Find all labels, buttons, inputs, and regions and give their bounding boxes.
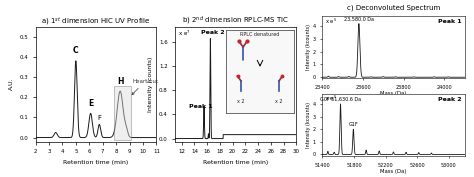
Text: G0F 51,630.6 Da: G0F 51,630.6 Da — [320, 97, 361, 102]
Title: b) 2$^{nd}$ dimension RPLC-MS TIC: b) 2$^{nd}$ dimension RPLC-MS TIC — [182, 14, 289, 27]
Bar — [114, 86, 131, 140]
X-axis label: Retention time (min): Retention time (min) — [203, 160, 268, 165]
Text: E: E — [88, 99, 93, 108]
Text: Peak 1: Peak 1 — [190, 104, 213, 109]
Text: C: C — [73, 46, 79, 55]
Text: Peak 2: Peak 2 — [201, 30, 225, 39]
Text: x e$^{5}$: x e$^{5}$ — [325, 94, 337, 103]
Text: H: H — [117, 77, 123, 86]
Y-axis label: Intensity (counts): Intensity (counts) — [148, 56, 154, 112]
Text: 23,580.0 Da: 23,580.0 Da — [344, 17, 374, 22]
Text: x e$^{5}$: x e$^{5}$ — [325, 16, 337, 25]
Text: x e$^{7}$: x e$^{7}$ — [178, 29, 191, 38]
Y-axis label: Intensity (kcounts): Intensity (kcounts) — [306, 102, 311, 148]
X-axis label: Mass (Da): Mass (Da) — [380, 169, 407, 174]
Y-axis label: A.U.: A.U. — [9, 78, 14, 90]
Text: c) Deconvoluted Spectrum: c) Deconvoluted Spectrum — [347, 4, 440, 11]
Text: F: F — [97, 115, 101, 121]
Text: Peak 2: Peak 2 — [438, 97, 462, 102]
Text: Peak 1: Peak 1 — [438, 19, 462, 24]
X-axis label: Retention time (min): Retention time (min) — [64, 160, 128, 165]
Text: Heart-cut: Heart-cut — [132, 79, 158, 95]
X-axis label: Mass (Da): Mass (Da) — [380, 91, 407, 96]
Text: G1F: G1F — [348, 122, 358, 127]
Y-axis label: Intensity (kcounts): Intensity (kcounts) — [306, 24, 311, 70]
Title: a) 1$^{st}$ dimension HIC UV Profile: a) 1$^{st}$ dimension HIC UV Profile — [41, 15, 151, 27]
